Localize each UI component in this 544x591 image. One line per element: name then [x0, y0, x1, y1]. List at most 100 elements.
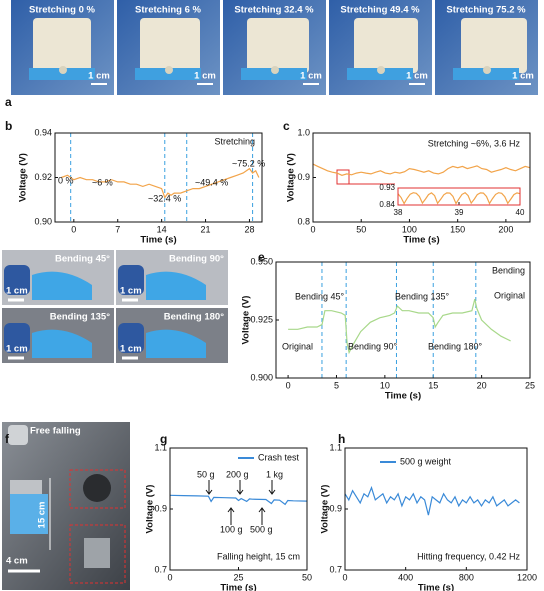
- x-tick-label: 28: [244, 224, 254, 234]
- x-tick-label: 0: [167, 572, 172, 582]
- panel-label: g: [160, 432, 167, 446]
- annotation: 200 g: [226, 469, 249, 479]
- photo-label: Free falling: [30, 426, 81, 437]
- x-axis-label: Time (s): [403, 235, 439, 246]
- plot-frame: [169, 447, 308, 571]
- x-axis-label: Time (s): [220, 583, 256, 591]
- annotation: ~32.4 %: [148, 193, 181, 203]
- highlight-box: [336, 169, 350, 185]
- photo-label: Stretching 32.4 %: [234, 5, 314, 16]
- plot-frame: [312, 132, 531, 223]
- x-tick-label: 150: [450, 224, 465, 234]
- x-tick-label: 50: [302, 572, 312, 582]
- photo-frame: [29, 68, 95, 80]
- x-tick-label: 39: [455, 208, 464, 217]
- photo-label: Stretching 0 %: [29, 5, 96, 16]
- x-tick-label: 5: [334, 380, 339, 390]
- photo-device: [146, 329, 206, 358]
- x-tick-label: 1200: [517, 572, 537, 582]
- scale-label: 1 cm: [512, 71, 534, 82]
- annotation: ~49.4 %: [195, 177, 228, 187]
- annotation: 500 g: [250, 524, 273, 534]
- y-tick-label: 0.90: [34, 216, 52, 226]
- annotation: Bending 180°: [428, 341, 483, 351]
- y-tick-label: 0.925: [250, 314, 273, 324]
- plot-frame: [397, 187, 521, 206]
- x-tick-label: 20: [477, 380, 487, 390]
- photo-label: Bending 45°: [55, 254, 110, 265]
- data-line: [344, 485, 520, 516]
- photo-glove: [4, 323, 30, 353]
- photo-device: [32, 271, 92, 300]
- panel-label: f: [5, 432, 10, 446]
- photo-label: Bending 180°: [164, 312, 224, 323]
- x-tick-label: 14: [157, 224, 167, 234]
- scale-label: 1 cm: [406, 71, 428, 82]
- x-tick-label: 25: [233, 572, 243, 582]
- y-tick-label: 0.8: [297, 216, 310, 226]
- annotation: 50 g: [197, 469, 215, 479]
- x-tick-label: 10: [380, 380, 390, 390]
- photo-label: 15 cm: [37, 502, 48, 529]
- photo-pad: [461, 18, 527, 73]
- photo-label: Stretching 49.4 %: [340, 5, 420, 16]
- scale-label: 1 cm: [300, 71, 322, 82]
- x-tick-label: 800: [459, 572, 474, 582]
- x-tick-label: 50: [356, 224, 366, 234]
- panel-label: b: [5, 119, 12, 133]
- photo-frame: [347, 68, 413, 80]
- scale-label: 1 cm: [194, 71, 216, 82]
- photo-dot: [165, 66, 173, 74]
- panel-label: h: [338, 432, 345, 446]
- x-tick-label: 38: [394, 208, 403, 217]
- y-axis-label: Voltage (V): [18, 153, 29, 202]
- photo-frame: [241, 68, 307, 80]
- photo-frame: [135, 68, 201, 80]
- y-tick-label: 0.7: [329, 564, 342, 574]
- plot-frame: [344, 447, 528, 571]
- scale-label: 1 cm: [120, 286, 142, 297]
- arrows: [205, 480, 276, 525]
- annotation: Original: [282, 341, 313, 351]
- x-tick-label: 0: [310, 224, 315, 234]
- x-tick-label: 400: [398, 572, 413, 582]
- x-tick-label: 21: [201, 224, 211, 234]
- y-tick-label: 0.92: [34, 172, 52, 182]
- y-tick-label: 0.9: [329, 503, 342, 513]
- y-axis-label: Voltage (V): [145, 485, 156, 534]
- annotation: Bending 135°: [395, 291, 450, 301]
- inset-bg: [398, 188, 520, 205]
- scale-label: 1 cm: [6, 286, 28, 297]
- annotation: Stretching ~6%, 3.6 Hz: [428, 138, 521, 148]
- y-tick-label: 1.1: [154, 442, 167, 452]
- x-tick-label: 15: [428, 380, 438, 390]
- y-tick-label: 0.7: [154, 564, 167, 574]
- data-line: [312, 163, 531, 176]
- x-tick-label: 100: [402, 224, 417, 234]
- y-tick-label: 0.94: [34, 127, 52, 137]
- y-tick-label: 0.9: [297, 172, 310, 182]
- annotation: Stretching: [214, 136, 255, 146]
- panel-label: e: [258, 250, 265, 264]
- annotation: ~75.2 %: [232, 158, 265, 168]
- data-line: [288, 298, 511, 355]
- photo-pad: [354, 18, 418, 73]
- x-tick-label: 25: [525, 380, 535, 390]
- photo-device: [146, 271, 206, 300]
- x-tick-label: 7: [115, 224, 120, 234]
- photo-pad: [247, 18, 309, 73]
- photo-dot: [483, 66, 491, 74]
- y-tick-label: 0.93: [379, 183, 395, 192]
- x-axis-label: Time (s): [140, 235, 176, 246]
- photo-glove: [4, 265, 30, 295]
- x-tick-label: 0: [286, 380, 291, 390]
- photo-label: Stretching 6 %: [135, 5, 202, 16]
- annotation: 0 %: [58, 175, 74, 185]
- photo-label: Stretching 75.2 %: [446, 5, 526, 16]
- y-axis-label: Voltage (V): [241, 296, 252, 345]
- y-tick-label: 1.1: [329, 442, 342, 452]
- annotation: Original: [494, 290, 525, 300]
- legend-label: 500 g weight: [400, 456, 452, 466]
- photo-device: [32, 329, 92, 358]
